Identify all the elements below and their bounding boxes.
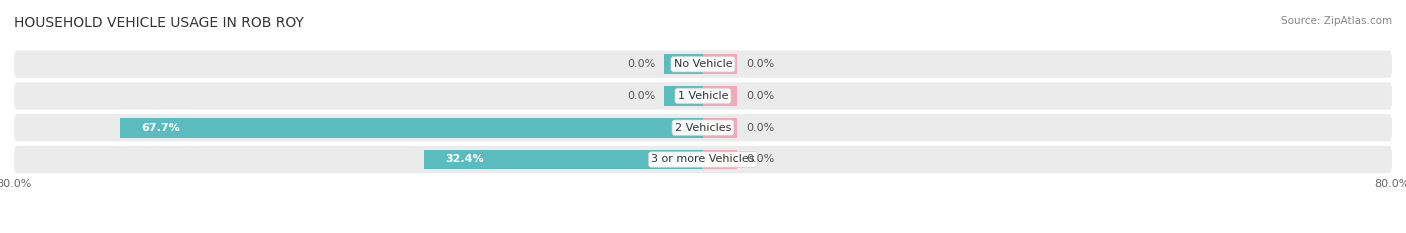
FancyBboxPatch shape xyxy=(14,114,1392,141)
Text: HOUSEHOLD VEHICLE USAGE IN ROB ROY: HOUSEHOLD VEHICLE USAGE IN ROB ROY xyxy=(14,16,304,30)
Text: 0.0%: 0.0% xyxy=(747,59,775,69)
Text: 3 or more Vehicles: 3 or more Vehicles xyxy=(651,154,755,164)
Text: 2 Vehicles: 2 Vehicles xyxy=(675,123,731,133)
Text: No Vehicle: No Vehicle xyxy=(673,59,733,69)
Text: 0.0%: 0.0% xyxy=(627,91,655,101)
Text: 0.0%: 0.0% xyxy=(627,59,655,69)
Text: 0.0%: 0.0% xyxy=(747,91,775,101)
Bar xyxy=(703,118,738,137)
Text: 80.0%: 80.0% xyxy=(1374,179,1406,189)
Bar xyxy=(703,54,738,74)
Text: Source: ZipAtlas.com: Source: ZipAtlas.com xyxy=(1281,16,1392,26)
Text: 32.4%: 32.4% xyxy=(446,154,484,164)
FancyBboxPatch shape xyxy=(14,146,1392,173)
Text: 0.0%: 0.0% xyxy=(747,154,775,164)
Text: 67.7%: 67.7% xyxy=(142,123,180,133)
Bar xyxy=(664,86,703,106)
Text: 1 Vehicle: 1 Vehicle xyxy=(678,91,728,101)
Text: 0.0%: 0.0% xyxy=(747,123,775,133)
FancyBboxPatch shape xyxy=(14,51,1392,78)
Bar xyxy=(703,150,738,169)
FancyBboxPatch shape xyxy=(14,82,1392,110)
Bar xyxy=(664,54,703,74)
Bar xyxy=(425,150,703,169)
Bar xyxy=(703,86,738,106)
Bar xyxy=(120,118,703,137)
Text: 80.0%: 80.0% xyxy=(0,179,32,189)
